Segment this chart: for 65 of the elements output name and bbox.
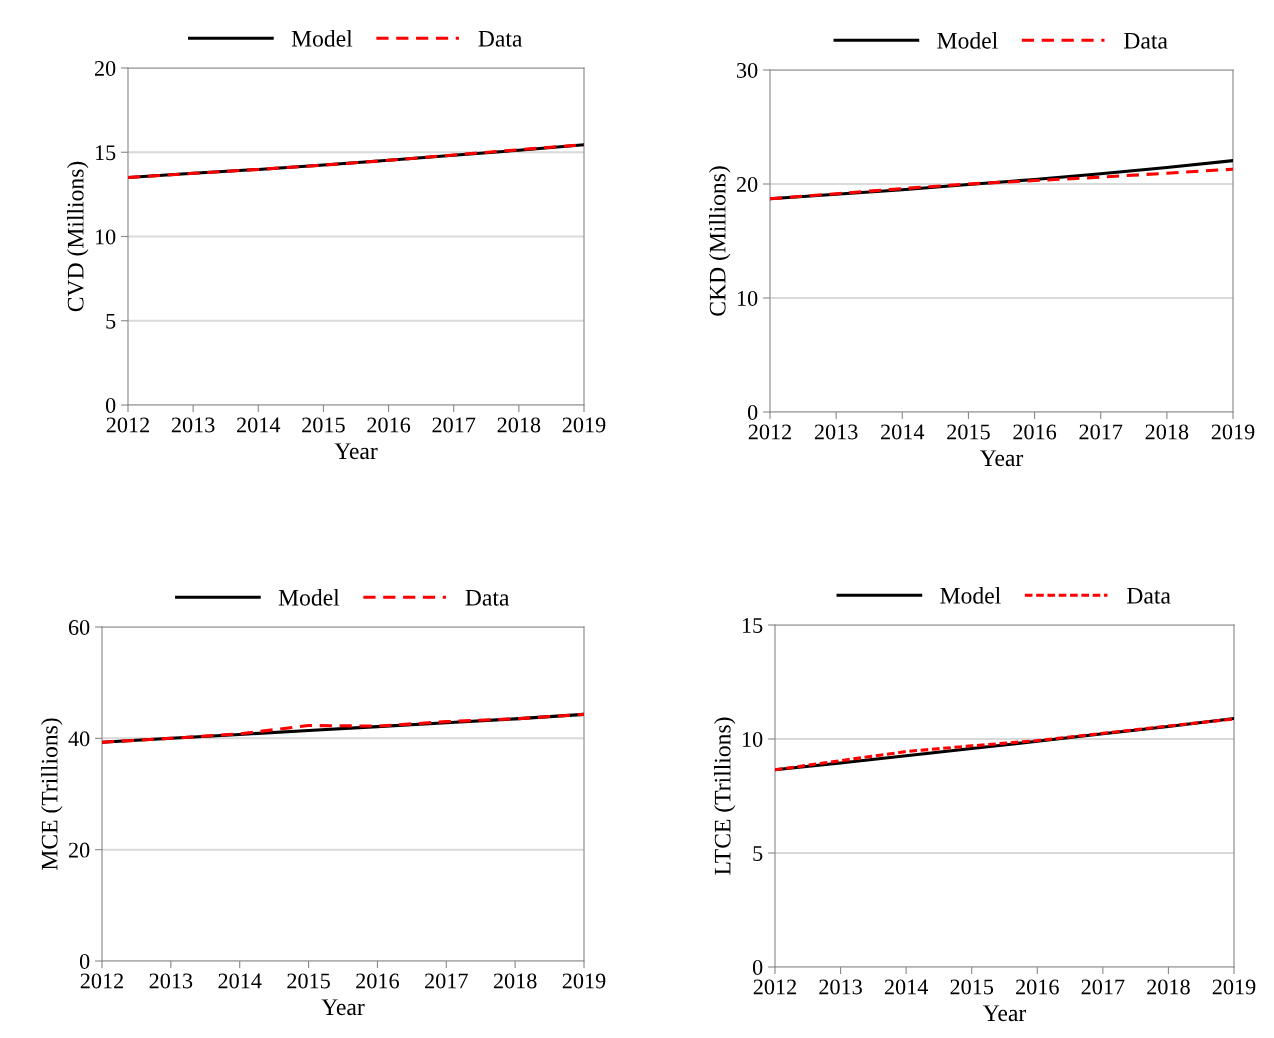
x-tick-label: 2018 xyxy=(493,973,537,989)
x-axis-title: Year xyxy=(983,1005,1027,1022)
x-tick-label: 2014 xyxy=(218,973,262,989)
x-tick-label: 2012 xyxy=(80,973,123,989)
y-axis-title: CVD (Millions) xyxy=(67,161,89,312)
x-axis-title: Year xyxy=(321,999,365,1016)
x-tick-label: 2014 xyxy=(237,417,281,433)
legend-label: Model xyxy=(291,30,353,47)
x-tick-label: 2012 xyxy=(753,979,796,995)
x-tick-label: 2019 xyxy=(562,417,606,433)
y-tick-label: 0 xyxy=(79,953,90,969)
y-tick-label: 20 xyxy=(736,176,758,192)
y-tick-label: 30 xyxy=(737,62,758,78)
legend-label: Model xyxy=(278,589,340,606)
y-tick-label: 40 xyxy=(68,731,90,747)
x-tick-label: 2013 xyxy=(819,979,862,995)
x-tick-label: 2017 xyxy=(432,417,476,433)
y-tick-label: 15 xyxy=(95,145,116,161)
y-tick-label: 20 xyxy=(94,60,116,76)
y-tick-label: 5 xyxy=(106,313,116,329)
legend-label: Data xyxy=(465,589,510,606)
x-tick-label: 2017 xyxy=(1081,979,1125,995)
x-tick-label: 2013 xyxy=(171,417,215,433)
legend-label: Model xyxy=(940,587,1001,604)
x-tick-label: 2018 xyxy=(497,417,541,433)
y-tick-label: 10 xyxy=(742,731,763,747)
x-tick-label: 2018 xyxy=(1147,979,1190,995)
x-tick-label: 2016 xyxy=(356,973,399,989)
x-axis-title: Year xyxy=(334,443,378,460)
y-tick-label: 5 xyxy=(753,846,763,861)
y-tick-label: 0 xyxy=(747,404,758,420)
x-tick-label: 2014 xyxy=(884,979,929,995)
x-tick-label: 2015 xyxy=(302,417,345,433)
legend-label: Model xyxy=(937,32,998,49)
y-tick-label: 0 xyxy=(105,397,116,413)
x-tick-label: 2015 xyxy=(287,973,330,989)
x-tick-label: 2017 xyxy=(425,973,468,989)
y-axis-title: MCE (Trillions) xyxy=(41,718,63,870)
x-tick-label: 2015 xyxy=(950,979,994,995)
y-tick-label: 15 xyxy=(742,618,763,633)
x-tick-label: 2012 xyxy=(106,417,149,433)
y-axis-title: LTCE (Trillions) xyxy=(714,717,736,875)
x-tick-label: 2012 xyxy=(748,424,791,440)
x-axis-title: Year xyxy=(980,450,1024,467)
x-tick-label: 2017 xyxy=(1079,424,1123,440)
y-tick-label: 0 xyxy=(752,959,763,975)
y-tick-label: 20 xyxy=(68,842,90,858)
x-tick-label: 2019 xyxy=(1212,979,1256,995)
y-tick-label: 10 xyxy=(95,229,116,245)
x-tick-label: 2018 xyxy=(1145,424,1189,440)
y-axis-title: CKD (Millions) xyxy=(709,166,731,316)
x-tick-label: 2019 xyxy=(1211,424,1255,440)
x-tick-label: 2016 xyxy=(1016,979,1059,995)
legend-label: Data xyxy=(1127,587,1171,604)
x-tick-label: 2016 xyxy=(1013,424,1057,440)
y-tick-label: 10 xyxy=(737,290,758,306)
y-tick-label: 60 xyxy=(68,619,90,635)
x-tick-label: 2014 xyxy=(881,424,925,440)
legend-label: Data xyxy=(1124,32,1168,49)
x-tick-label: 2015 xyxy=(947,424,990,440)
x-tick-label: 2019 xyxy=(562,973,606,989)
x-tick-label: 2016 xyxy=(367,417,411,433)
legend-label: Data xyxy=(478,30,523,47)
x-tick-label: 2013 xyxy=(814,424,858,440)
x-tick-label: 2013 xyxy=(149,973,193,989)
